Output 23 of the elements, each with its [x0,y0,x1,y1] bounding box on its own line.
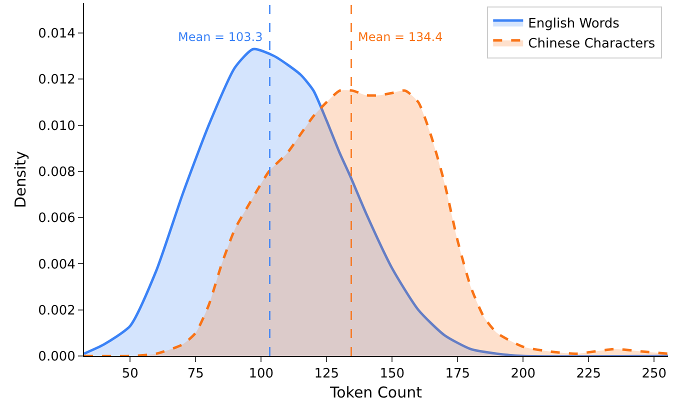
y-tick-label: 0.002 [38,303,76,318]
x-axis-title: Token Count [329,384,422,402]
y-axis-title: Density [11,150,30,208]
y-tick-label: 0.006 [38,211,76,226]
y-tick-label: 0.004 [38,257,76,272]
y-tick-label: 0.012 [38,72,76,88]
x-tick-label: 75 [187,366,204,382]
legend-label: English Words [528,16,620,32]
x-tick-label: 100 [248,366,274,382]
x-tick-label: 175 [445,366,470,382]
y-tick-label: 0.008 [38,164,76,180]
x-tick-label: 125 [314,366,340,382]
x-tick-label: 150 [380,366,405,382]
ref-line-label: Mean = 103.3 [178,30,263,44]
x-tick-label: 250 [642,366,667,382]
y-tick-label: 0.010 [38,118,76,134]
legend-label: Chinese Characters [528,36,656,52]
y-tick-label: 0.000 [38,350,76,365]
x-tick-label: 200 [510,366,536,382]
x-tick-label: 225 [576,366,602,382]
ref-line-label: Mean = 134.4 [358,30,443,44]
y-tick-label: 0.014 [38,26,76,42]
x-tick-label: 50 [122,366,138,382]
